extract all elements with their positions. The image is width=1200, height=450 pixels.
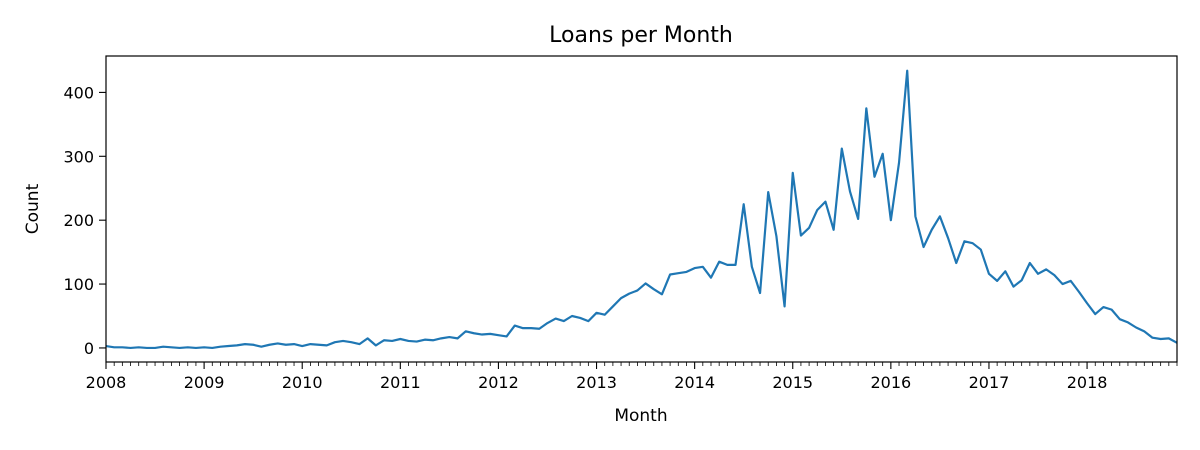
series-line xyxy=(105,69,1178,350)
x-tick-label: 2011 xyxy=(380,373,421,392)
plot-frame xyxy=(105,55,1178,363)
x-axis-label: Month xyxy=(614,406,667,426)
chart-title: Loans per Month xyxy=(549,23,733,48)
y-axis-label: Count xyxy=(23,183,43,234)
x-tick-label: 2013 xyxy=(576,373,617,392)
y-tick-label: 200 xyxy=(63,211,94,230)
plot-area xyxy=(105,69,1178,350)
y-tick-label: 400 xyxy=(63,83,94,102)
x-tick-label: 2018 xyxy=(1067,373,1108,392)
y-tick-label: 300 xyxy=(63,147,94,166)
x-tick-label: 2009 xyxy=(184,373,225,392)
x-tick-label: 2012 xyxy=(478,373,519,392)
y-axis: 0 100 200 300 400 xyxy=(63,83,106,358)
y-tick-label: 100 xyxy=(63,275,94,294)
x-tick-label: 2014 xyxy=(674,373,715,392)
x-tick-label: 2008 xyxy=(86,373,127,392)
x-tick-label: 2016 xyxy=(870,373,911,392)
x-axis: 2008 2009 2010 2011 2012 2013 2014 2015 2016 2017… xyxy=(86,362,1178,392)
x-tick-label: 2010 xyxy=(282,373,323,392)
x-tick-label: 2017 xyxy=(969,373,1010,392)
x-tick-label: 2015 xyxy=(772,373,813,392)
y-tick-label: 0 xyxy=(84,339,94,358)
